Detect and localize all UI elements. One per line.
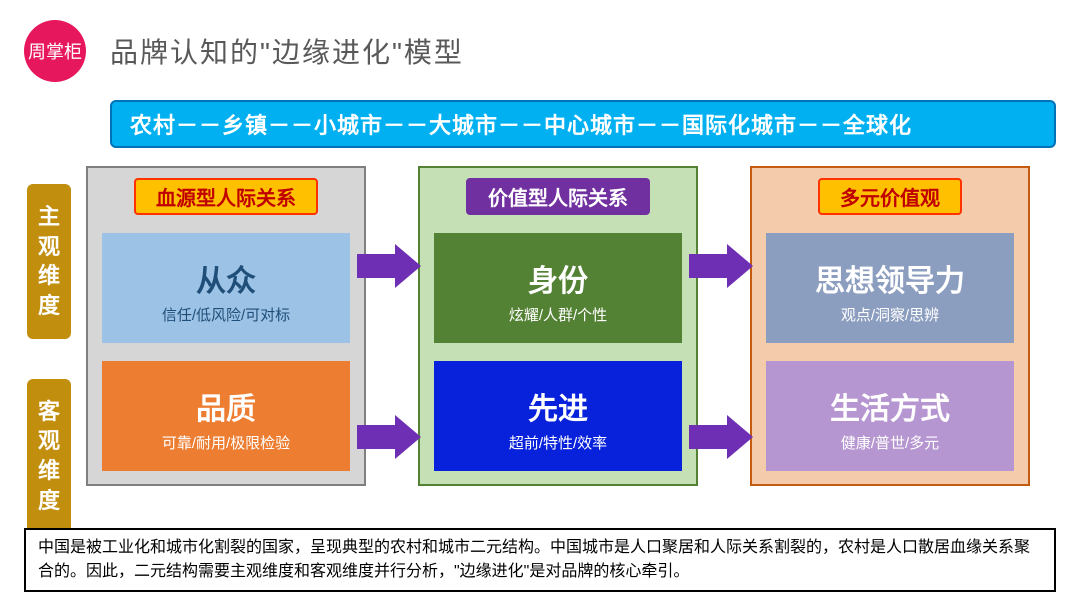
box-lifestyle: 生活方式 健康/普世/多元 [766, 361, 1014, 471]
box-thought-leadership-title: 思想领导力 [815, 256, 965, 300]
box-identity-sub: 炫耀/人群/个性 [509, 304, 607, 325]
column-stage-2: 价值型人际关系 身份 炫耀/人群/个性 先进 超前/特性/效率 [418, 166, 698, 486]
box-quality-title: 品质 [196, 384, 256, 428]
box-advanced-title: 先进 [528, 384, 588, 428]
column-1-header: 血源型人际关系 [134, 178, 318, 215]
dimension-labels: 主观维度 客观维度 [24, 166, 74, 486]
box-quality: 品质 可靠/耐用/极限检验 [102, 361, 350, 471]
dimension-subjective: 主观维度 [27, 184, 71, 339]
arrow-slot-2 [698, 166, 750, 486]
box-conformity-title: 从众 [196, 256, 256, 300]
arrow-icon [357, 415, 421, 459]
body-area: 主观维度 客观维度 血源型人际关系 从众 信任/低风险/可对标 品质 可靠/耐用… [24, 166, 1056, 486]
box-thought-leadership-sub: 观点/洞察/思辨 [841, 304, 939, 325]
arrow-icon [689, 244, 753, 288]
arrow-slot-1 [366, 166, 418, 486]
box-lifestyle-title: 生活方式 [830, 384, 950, 428]
column-stage-1: 血源型人际关系 从众 信任/低风险/可对标 品质 可靠/耐用/极限检验 [86, 166, 366, 486]
dimension-objective: 客观维度 [27, 379, 71, 534]
arrow-icon [689, 415, 753, 459]
slide-root: 周掌柜 品牌认知的"边缘进化"模型 农村－－乡镇－－小城市－－大城市－－中心城市… [0, 0, 1080, 606]
box-conformity: 从众 信任/低风险/可对标 [102, 233, 350, 343]
box-thought-leadership: 思想领导力 观点/洞察/思辨 [766, 233, 1014, 343]
box-conformity-sub: 信任/低风险/可对标 [162, 304, 290, 325]
column-3-header: 多元价值观 [818, 178, 962, 215]
column-stage-3: 多元价值观 思想领导力 观点/洞察/思辨 生活方式 健康/普世/多元 [750, 166, 1030, 486]
progression-bar: 农村－－乡镇－－小城市－－大城市－－中心城市－－国际化城市－－全球化 [110, 100, 1056, 148]
arrow-icon [357, 244, 421, 288]
column-2-header: 价值型人际关系 [466, 178, 650, 215]
box-advanced-sub: 超前/特性/效率 [509, 432, 607, 453]
header-row: 周掌柜 品牌认知的"边缘进化"模型 [24, 20, 1056, 82]
box-identity-title: 身份 [528, 256, 588, 300]
logo-badge: 周掌柜 [24, 20, 86, 82]
page-title: 品牌认知的"边缘进化"模型 [110, 31, 464, 71]
columns-area: 血源型人际关系 从众 信任/低风险/可对标 品质 可靠/耐用/极限检验 [86, 166, 1056, 486]
footer-caption: 中国是被工业化和城市化割裂的国家，呈现典型的农村和城市二元结构。中国城市是人口聚… [24, 528, 1056, 592]
box-identity: 身份 炫耀/人群/个性 [434, 233, 682, 343]
box-quality-sub: 可靠/耐用/极限检验 [162, 432, 290, 453]
progression-bar-wrap: 农村－－乡镇－－小城市－－大城市－－中心城市－－国际化城市－－全球化 [110, 100, 1056, 148]
box-lifestyle-sub: 健康/普世/多元 [841, 432, 939, 453]
box-advanced: 先进 超前/特性/效率 [434, 361, 682, 471]
